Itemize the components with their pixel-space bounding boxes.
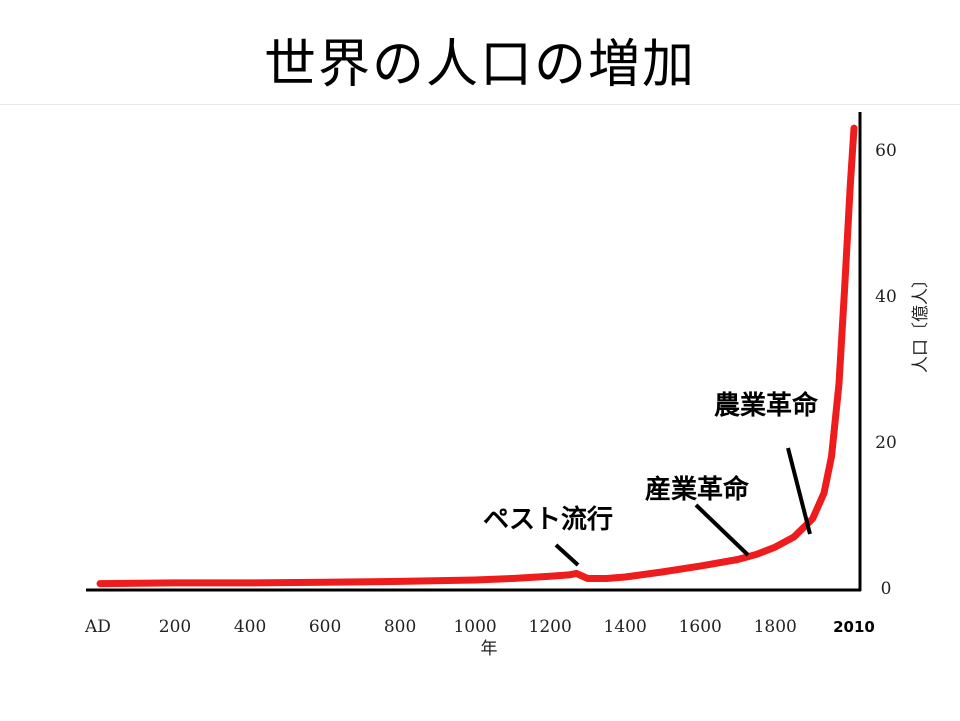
x-tick-label: 1400 [604,617,647,637]
annotation-label: 産業革命 [645,474,750,505]
x-tick-label: 1600 [679,617,722,637]
annotation-label: 農業革命 [714,390,819,421]
annotation-leader-line [554,543,580,567]
annotation-leader-line [786,447,812,535]
y-tick-label: 60 [875,141,897,161]
x-tick-label: 200 [159,617,191,637]
annotation-label: ペスト流行 [483,504,613,535]
y-tick-label: 40 [875,287,897,307]
y-axis-title: 人口〔億人〕 [911,271,931,373]
x-tick-label: AD [84,617,111,637]
x-tick-label: 1800 [754,617,797,637]
x-tick-label: 1200 [529,617,572,637]
x-tick-label: 600 [309,617,341,637]
series-line-0 [96,124,858,588]
x-tick-label: 800 [384,617,416,637]
x-tick-label: 1000 [453,617,496,637]
x-tick-label: 400 [234,617,266,637]
y-tick-label: 20 [875,433,897,453]
y-tick-label: 0 [881,579,892,599]
plot-area [0,104,960,721]
slide-title: 世界の人口の増加 [263,35,696,95]
x-tick-label: 2010 [833,618,875,636]
x-axis-title: 年 [481,639,498,659]
annotation-leader-line [694,503,750,557]
